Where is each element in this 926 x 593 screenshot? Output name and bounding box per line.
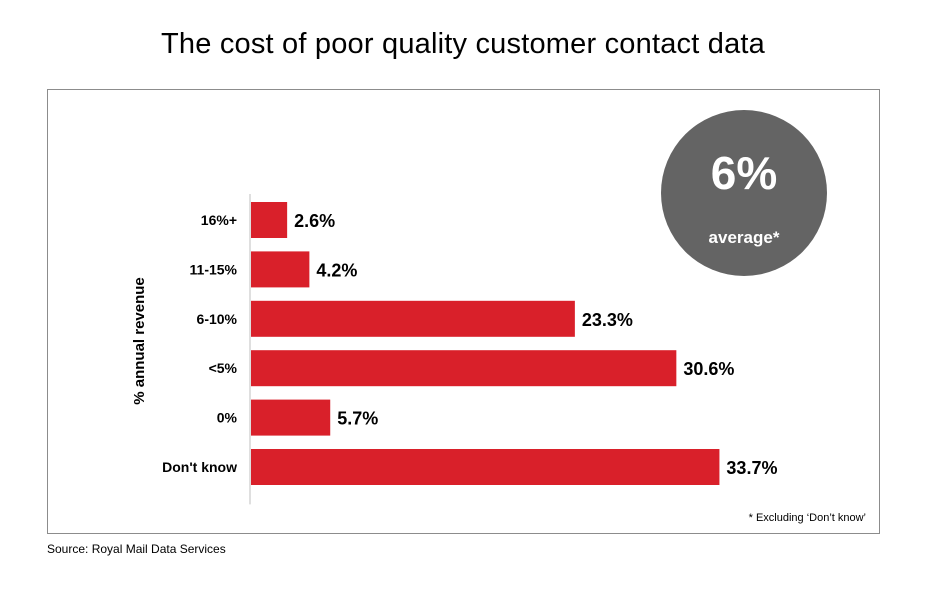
category-label: <5% [209, 360, 238, 376]
chart-frame [47, 89, 880, 534]
bar [251, 449, 720, 485]
bar [251, 202, 288, 238]
average-badge: 6% average* [661, 110, 827, 276]
value-label: 33.7% [726, 458, 777, 478]
category-label: 16%+ [201, 212, 237, 228]
bar-chart: 16%+ 2.6% 11-15% 4.2% 6-10% 23.3% <5% 30.6% 0% 5.… [131, 194, 777, 505]
average-label: average* [708, 228, 780, 247]
source-note: Source: Royal Mail Data Services [47, 542, 226, 556]
average-value: 6% [710, 147, 778, 199]
bar [251, 300, 575, 337]
bar [251, 399, 331, 436]
category-label: 11-15% [190, 261, 238, 277]
bar [251, 251, 310, 288]
value-label: 23.3% [582, 310, 633, 330]
footnote: * Excluding ‘Don’t know’ [748, 512, 866, 524]
chart-title: The cost of poor quality customer contac… [160, 28, 765, 60]
value-label: 30.6% [683, 359, 734, 379]
value-label: 4.2% [316, 260, 357, 280]
category-label: Don't know [162, 459, 237, 475]
y-axis-label: % annual revenue [131, 277, 148, 405]
category-label: 0% [217, 410, 238, 426]
value-label: 2.6% [294, 211, 335, 231]
bar [251, 350, 677, 387]
category-label: 6-10% [197, 311, 238, 327]
value-label: 5.7% [337, 409, 378, 429]
